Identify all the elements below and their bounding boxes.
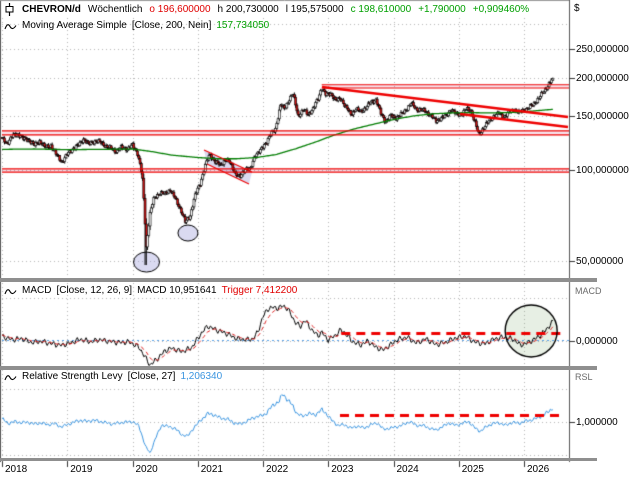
low-value: l 195,575000 (285, 3, 344, 15)
year-tick-label: 2025 (461, 464, 484, 475)
year-tick-label: 2024 (396, 464, 419, 475)
macd-trigger-value: Trigger 7,412200 (221, 285, 298, 296)
wave-icon (4, 22, 17, 31)
ma-value: 157,734050 (216, 20, 270, 31)
rsl-value: 1,206340 (180, 371, 223, 382)
price-tick-label: 200,000000 (576, 73, 629, 84)
year-tick-label: 2022 (266, 464, 289, 475)
bottom-axis-bar (0, 458, 597, 461)
rsl-one-tick-label: 1,000000 (576, 417, 618, 428)
year-tick-label: 2023 (331, 464, 354, 475)
close-value: c 198,610000 (350, 3, 412, 15)
high-value: h 200,730000 (217, 3, 279, 15)
rsl-params: [Close, 27] (127, 371, 176, 382)
macd-panel-label[interactable]: MACD [Close, 12, 26, 9] MACD 10,951641 T… (4, 285, 297, 297)
year-tick-label: 2026 (527, 464, 550, 475)
year-tick-label: 2019 (70, 464, 93, 475)
candlestick-icon (4, 3, 15, 16)
wave-icon (4, 373, 17, 382)
macd-params: [Close, 12, 26, 9] (56, 285, 133, 296)
price-tick-label: 50,000000 (576, 255, 624, 267)
panel-splitter-macd-rsl[interactable] (0, 366, 597, 370)
price-tick-label: 250,000000 (576, 43, 629, 55)
ma-name: Moving Average Simple (22, 20, 127, 31)
macd-value: MACD 10,951641 (137, 285, 217, 296)
open-value: o 196,600000 (149, 3, 211, 15)
rsl-axis-label: RSL (575, 372, 593, 382)
symbol-label[interactable]: CHEVRON/d (22, 3, 81, 15)
change-absolute: +1,790000 (418, 3, 466, 15)
macd-zero-tick-label: 0,000000 (576, 336, 618, 347)
ma-params: [Close, 200, Nein] (131, 20, 212, 31)
ma-overlay-label[interactable]: Moving Average Simple [Close, 200, Nein]… (4, 20, 269, 32)
chart-title-bar: CHEVRON/d Wöchentlich o 196,600000 h 200… (4, 3, 529, 16)
rsl-name: Relative Strength Levy (22, 371, 123, 382)
wave-icon (4, 287, 17, 296)
change-percent: +0,909460% (472, 3, 530, 15)
price-tick-label: 100,000000 (576, 164, 629, 176)
price-tick-label: 150,000000 (576, 110, 629, 122)
year-tick-label: 2020 (135, 464, 158, 475)
macd-axis-label: MACD (575, 286, 602, 296)
period-label[interactable]: Wöchentlich (87, 3, 143, 15)
price-axis-unit: $ (574, 3, 580, 14)
year-tick-label: 2021 (200, 464, 223, 475)
rsl-panel-label[interactable]: Relative Strength Levy [Close, 27] 1,206… (4, 371, 222, 383)
macd-name: MACD (22, 285, 52, 296)
year-tick-label: 2018 (5, 464, 28, 475)
panel-splitter-price-macd[interactable] (0, 278, 597, 282)
